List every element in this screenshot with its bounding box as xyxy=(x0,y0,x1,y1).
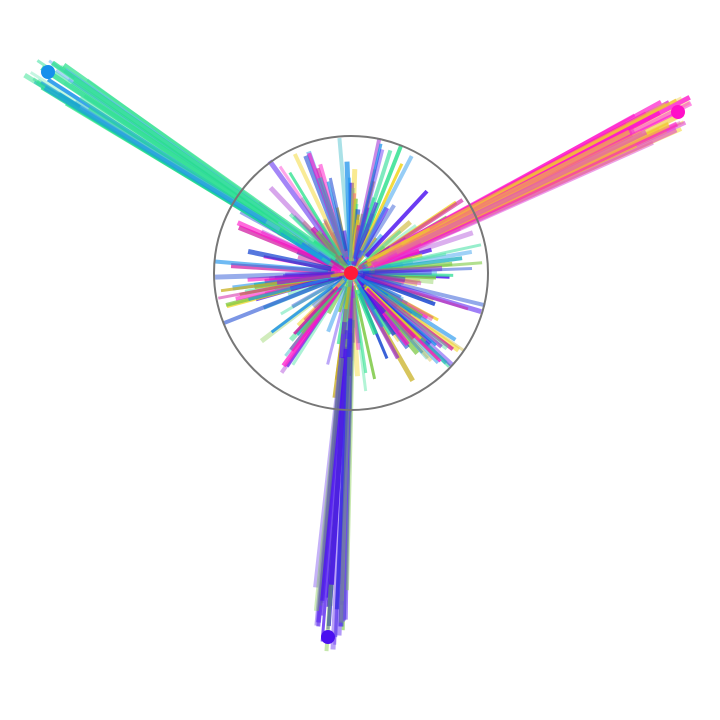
spoke-ray xyxy=(362,204,396,254)
spoke-ray xyxy=(355,274,457,342)
spoke-ray xyxy=(293,286,339,335)
spoke-ray xyxy=(280,281,335,316)
spoke-ray xyxy=(355,288,378,336)
center-node xyxy=(344,266,358,280)
spoke-ray xyxy=(352,285,377,380)
anchor-node-bottom xyxy=(321,630,335,644)
spoke-ray xyxy=(351,288,368,374)
spoke-ray xyxy=(362,271,406,283)
streak-ray xyxy=(63,81,294,236)
streak-ray xyxy=(345,298,356,591)
spoke-ray xyxy=(375,272,454,277)
streak-ray xyxy=(328,348,349,585)
streak-ray xyxy=(400,102,667,246)
spoke-ray xyxy=(291,274,346,309)
spoke-ray xyxy=(315,230,349,269)
anchor-group xyxy=(41,65,685,644)
spoke-ray xyxy=(215,271,335,280)
spoke-ray xyxy=(348,169,358,262)
streak-ray xyxy=(73,77,337,261)
spoke-ray xyxy=(300,290,338,335)
streak-ray xyxy=(339,357,352,623)
spoke-ray xyxy=(276,273,331,285)
spoke-ray xyxy=(359,272,421,283)
spoke-ray xyxy=(351,201,379,267)
anchor-node-top-left xyxy=(41,65,55,79)
spoke-ray xyxy=(328,177,348,252)
spoke-ray xyxy=(288,171,342,256)
spoke-ray xyxy=(358,275,402,299)
spoke-ray xyxy=(311,286,335,309)
spoke-ray xyxy=(367,273,405,285)
spoke-ray xyxy=(360,163,404,252)
spoke-ray xyxy=(366,288,417,339)
spoke-ray xyxy=(247,248,332,272)
spoke-ray xyxy=(292,153,345,257)
streak-ray xyxy=(313,357,345,612)
spoke-ray xyxy=(357,155,414,259)
spoke-ray xyxy=(354,277,387,315)
boundary-ring xyxy=(213,135,489,411)
spoke-ray xyxy=(372,274,422,286)
ray-group xyxy=(23,59,693,652)
spoke-ray xyxy=(281,289,340,368)
streak-ray xyxy=(428,113,636,231)
spoke-ray xyxy=(222,273,346,326)
spoke-ray xyxy=(248,277,329,301)
spoke-ray xyxy=(371,272,434,285)
streak-ray xyxy=(320,357,346,601)
spoke-ray xyxy=(356,267,473,275)
spoke-ray xyxy=(364,189,429,258)
spoke-ray xyxy=(285,271,333,276)
spoke-ray xyxy=(364,275,469,311)
spoke-ray xyxy=(356,284,384,328)
streak-ray xyxy=(366,98,677,263)
spoke-ray xyxy=(317,177,349,259)
spoke-ray xyxy=(352,149,385,260)
spoke-ray xyxy=(214,259,329,273)
spoke-ray xyxy=(323,219,342,253)
streak-ray xyxy=(334,318,353,610)
spoke-ray xyxy=(359,230,402,267)
spoke-ray xyxy=(344,161,354,265)
spoke-ray xyxy=(270,277,344,334)
spoke-ray xyxy=(326,285,348,333)
anchor-node-right xyxy=(671,105,685,119)
streak-ray xyxy=(370,129,648,267)
streak-ray xyxy=(86,78,310,241)
spoke-ray xyxy=(352,143,383,262)
spoke-ray xyxy=(352,206,390,267)
spoke-ray xyxy=(360,269,432,276)
spoke-ray xyxy=(374,265,443,275)
streak-ray xyxy=(43,85,268,225)
streak-ray xyxy=(374,129,631,262)
